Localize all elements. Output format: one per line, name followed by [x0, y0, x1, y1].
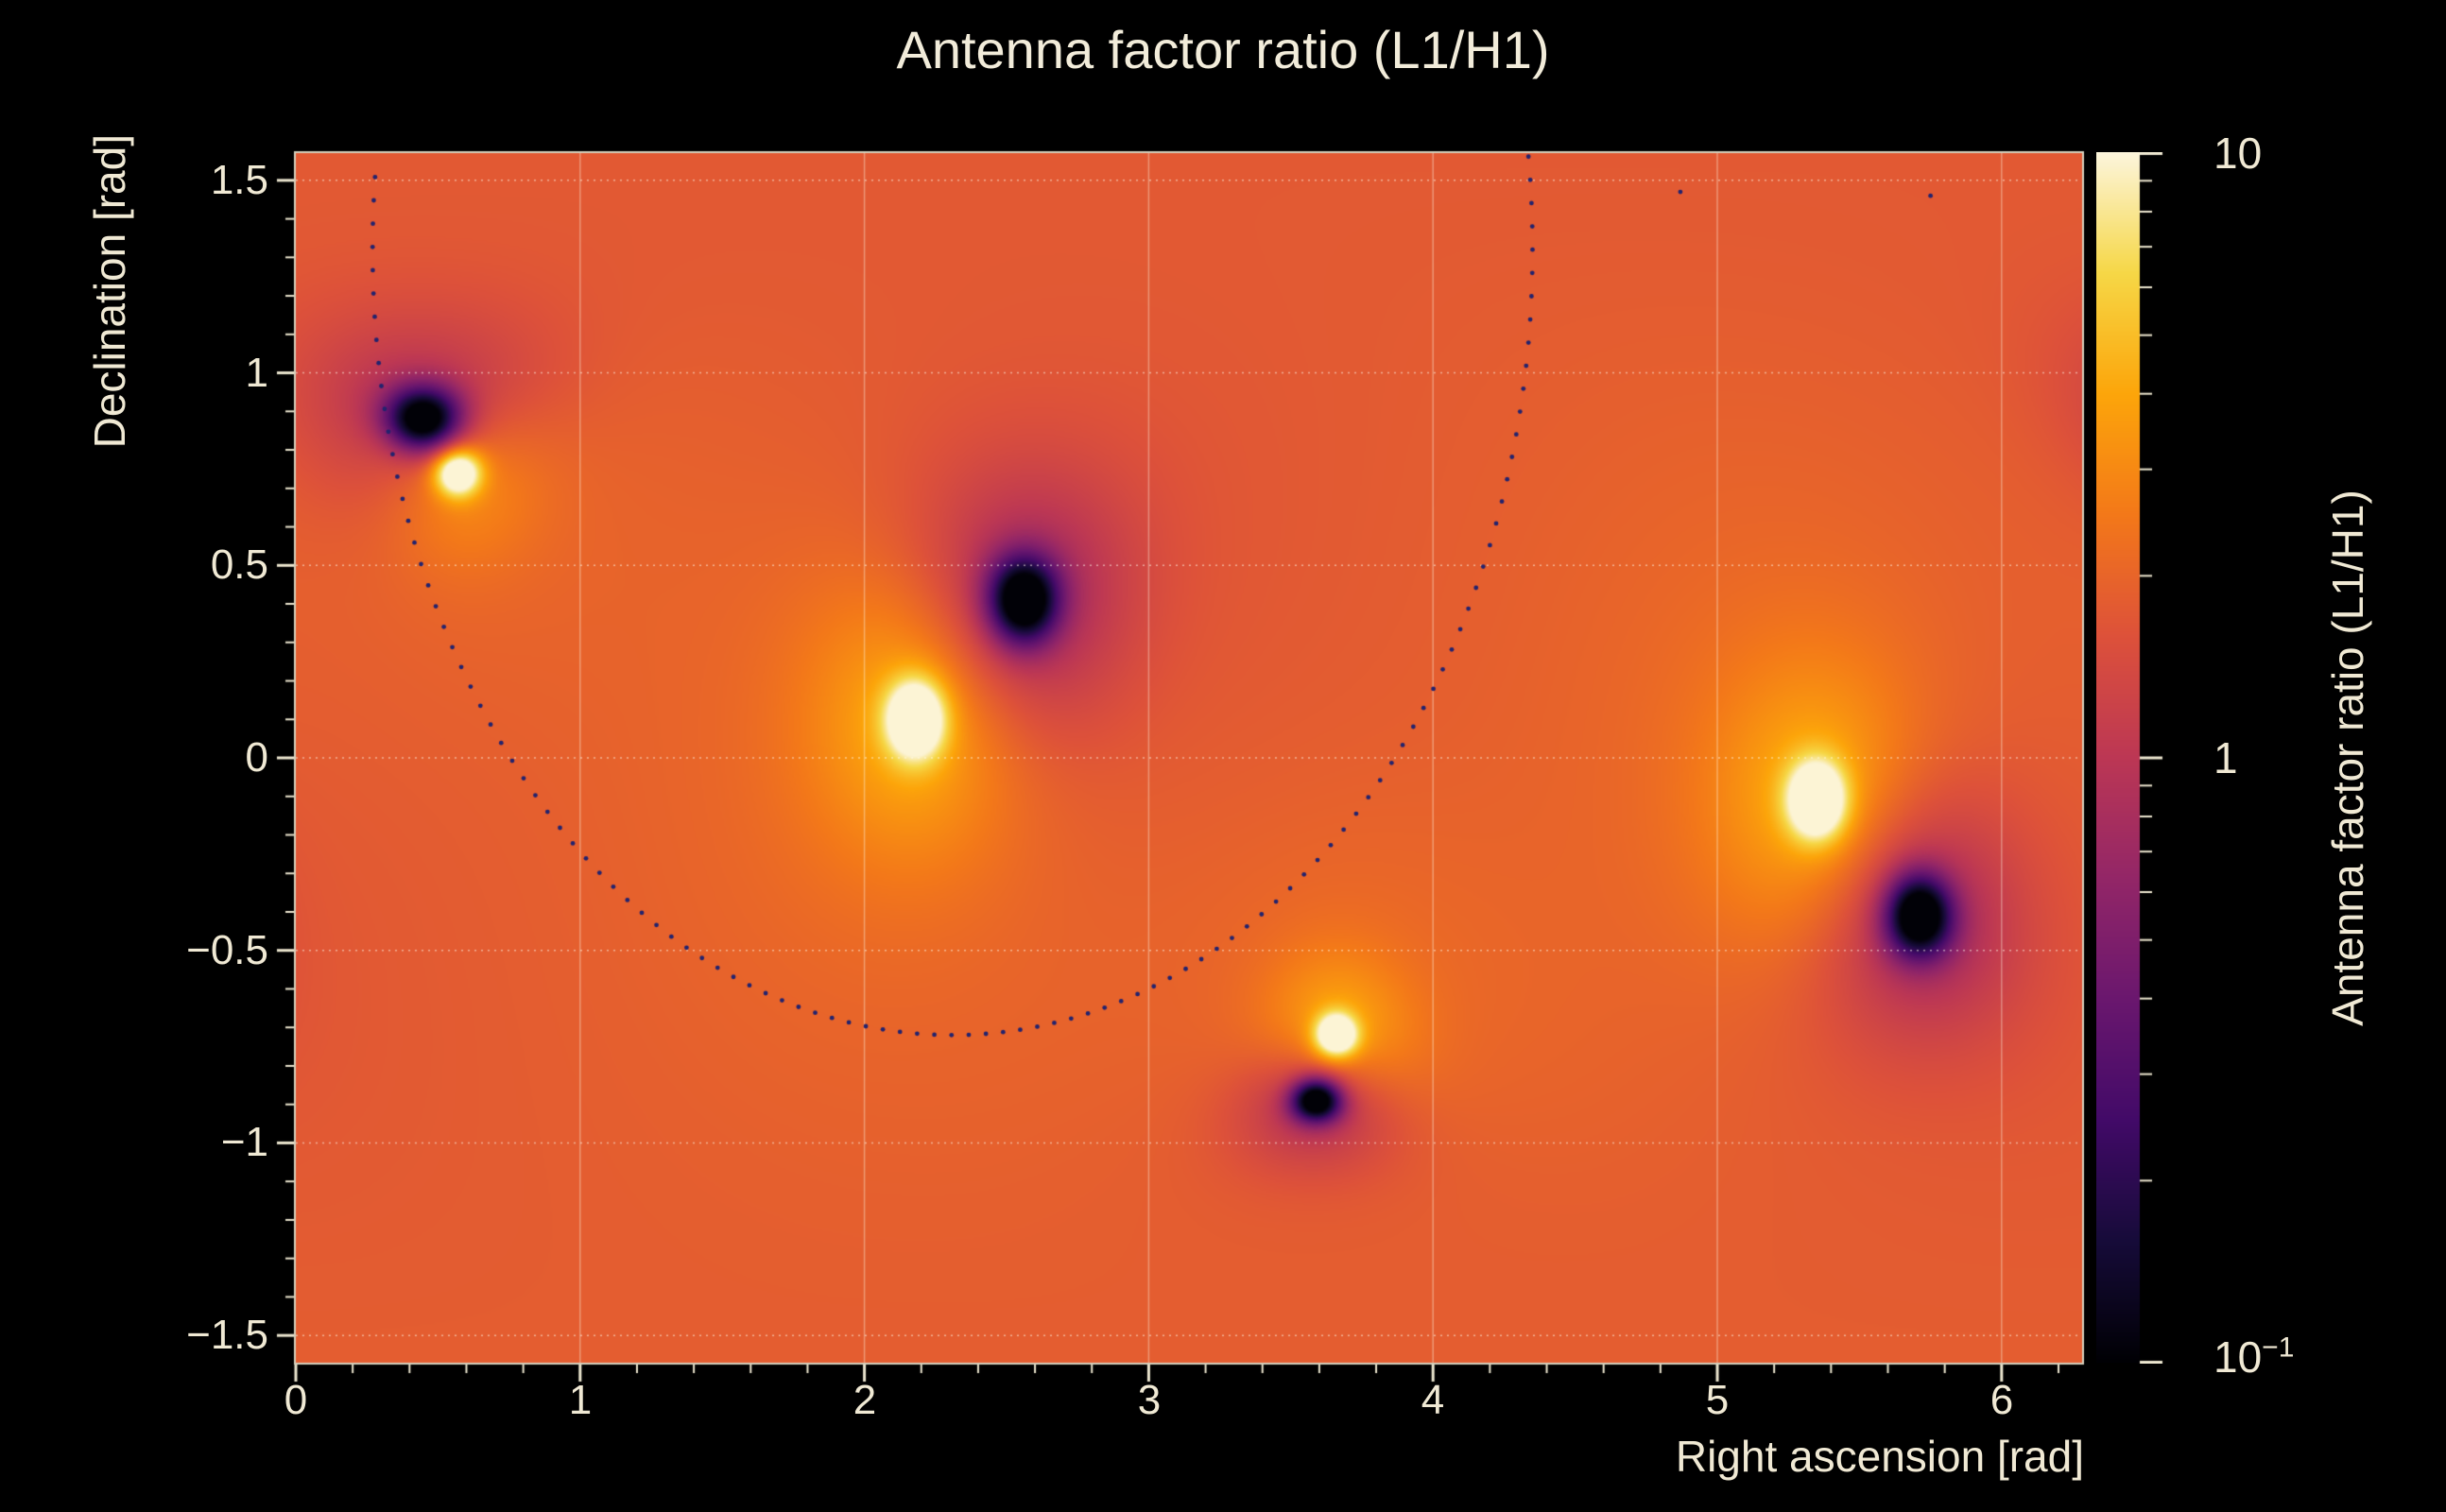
- x-axis-title: Right ascension [rad]: [1675, 1432, 2084, 1481]
- chart-title: Antenna factor ratio (L1/H1): [896, 20, 1550, 79]
- x-tick-label-1: 1: [568, 1377, 593, 1423]
- y-tick-label-0: 1.5: [210, 157, 268, 203]
- x-tick-label-2: 2: [853, 1377, 877, 1423]
- y-tick-label-6: −1.5: [186, 1312, 268, 1358]
- y-tick-label-5: −1: [220, 1119, 268, 1165]
- colorbar-tick-label-0p1-base: 10: [2213, 1332, 2263, 1382]
- y-tick-label-3: 0: [245, 734, 268, 781]
- y-tick-label-4: −0.5: [186, 927, 268, 973]
- y-axis-title: Declination [rad]: [85, 134, 134, 449]
- y-tick-label-1: 1: [245, 350, 268, 396]
- colorbar-canvas: [2096, 152, 2210, 1364]
- x-tick-label-3: 3: [1137, 1377, 1162, 1423]
- y-tick-label-2: 0.5: [210, 541, 268, 588]
- x-tick-label-4: 4: [1421, 1377, 1445, 1423]
- colorbar-tick-label-0p1: 10−1: [2213, 1332, 2294, 1382]
- x-tick-label-6: 6: [1990, 1377, 2014, 1423]
- x-tick-label-5: 5: [1705, 1377, 1730, 1423]
- x-tick-label-0: 0: [284, 1377, 308, 1423]
- colorbar-tick-label-10: 10: [2213, 129, 2263, 178]
- colorbar-tick-label-1: 1: [2213, 733, 2238, 782]
- colorbar-tick-label-0p1-exponent: −1: [2262, 1332, 2295, 1364]
- colorbar-title: Antenna factor ratio (L1/H1): [2323, 490, 2372, 1026]
